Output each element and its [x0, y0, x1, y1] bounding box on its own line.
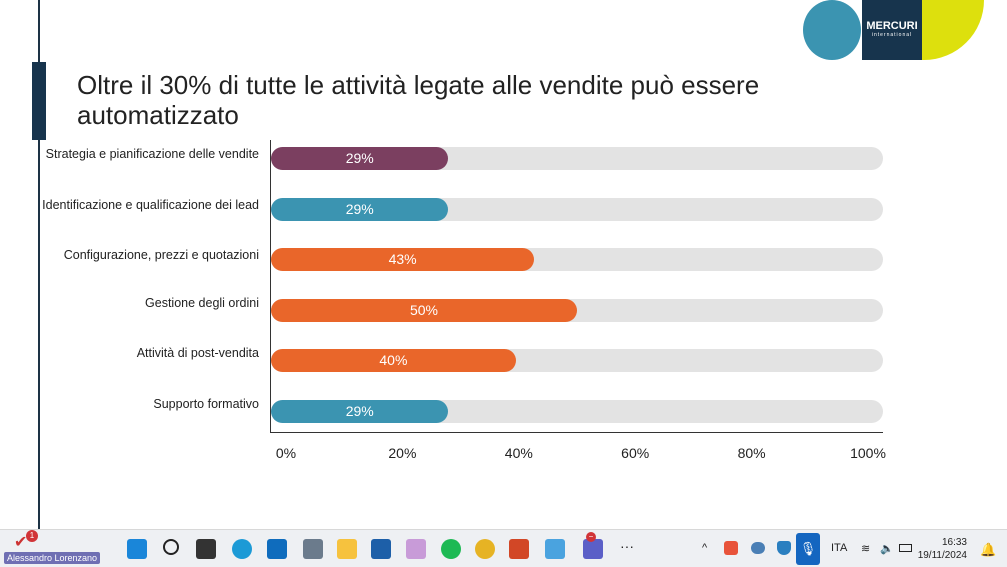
defender-icon[interactable] [777, 541, 791, 555]
file-explorer-icon[interactable] [337, 539, 357, 559]
microphone-icon[interactable]: 🎙 [796, 533, 820, 565]
search-icon[interactable] [163, 539, 179, 555]
bar: 29% [271, 147, 449, 170]
notifications-icon[interactable]: 🔔 [980, 542, 997, 557]
slide-vertical-line [38, 0, 40, 529]
teams-badge: − [586, 532, 596, 542]
windows-start-icon[interactable] [127, 539, 147, 559]
user-app-icon[interactable]: ✔ [14, 534, 28, 551]
logo-text: MERCURI [866, 20, 918, 32]
language-indicator[interactable]: ITA [831, 542, 848, 554]
y-axis-line [270, 140, 271, 433]
x-tick-label: 80% [737, 445, 766, 461]
taskbar: ✔ 1 Alessandro Lorenzano − ··· ^ 🎙 ITA ≋… [0, 529, 1007, 567]
slide-title: Oltre il 30% di tutte le attività legate… [77, 70, 760, 130]
logo-circle [803, 0, 861, 60]
clock-time: 16:33 [941, 537, 967, 548]
calculator-icon[interactable] [303, 539, 323, 559]
bar: 29% [271, 399, 449, 423]
tray-app-icon[interactable] [724, 541, 738, 555]
volume-icon[interactable]: 🔈 [880, 543, 894, 555]
category-label: Strategia e pianificazione delle vendite [45, 147, 259, 161]
task-view-icon[interactable] [196, 539, 216, 559]
category-label: Attività di post-vendita [136, 346, 259, 360]
edge-icon[interactable] [232, 539, 252, 559]
x-tick-label: 0% [275, 445, 297, 461]
bar: 50% [271, 298, 577, 322]
onedrive-error-icon[interactable] [751, 542, 765, 554]
logo-subtext: international [871, 32, 913, 38]
x-tick-label: 60% [621, 445, 650, 461]
bar: 43% [271, 248, 535, 271]
clock-date: 19/11/2024 [917, 550, 967, 561]
category-label: Gestione degli ordini [145, 295, 259, 310]
wifi-icon[interactable]: ≋ [861, 543, 871, 555]
teams-icon[interactable] [583, 539, 603, 559]
user-name-label: Alessandro Lorenzano [4, 552, 101, 564]
logo-square: MERCURI international [862, 0, 922, 60]
category-label: Configurazione, prezzi e quotazioni [63, 248, 259, 262]
mercuri-logo: MERCURI international [800, 0, 1007, 62]
outlook-icon[interactable] [267, 539, 287, 559]
notification-badge: 1 [26, 530, 38, 542]
category-label: Supporto formativo [153, 396, 259, 411]
chrome-icon[interactable] [475, 539, 495, 559]
spotify-icon[interactable] [441, 539, 461, 559]
bar: 40% [271, 349, 516, 372]
show-hidden-icons-button[interactable]: ^ [702, 542, 708, 554]
logo-yellow-shape [922, 0, 984, 60]
onedrive-folder-icon[interactable] [545, 539, 565, 559]
x-tick-label: 20% [388, 445, 417, 461]
x-tick-label: 40% [504, 445, 533, 461]
powerpoint-icon[interactable] [509, 539, 529, 559]
bar: 29% [271, 197, 449, 221]
snipping-tool-icon[interactable] [406, 539, 426, 559]
slide-accent-block [32, 62, 46, 140]
category-label: Identificazione e qualificazione dei lea… [42, 197, 259, 212]
clock[interactable]: 16:33 19/11/2024 [918, 536, 967, 562]
x-axis-line [270, 432, 883, 433]
microsoft-store-icon[interactable] [371, 539, 391, 559]
x-tick-label: 100% [850, 445, 886, 461]
battery-icon[interactable] [899, 544, 912, 552]
more-apps-button[interactable]: ··· [620, 538, 634, 554]
